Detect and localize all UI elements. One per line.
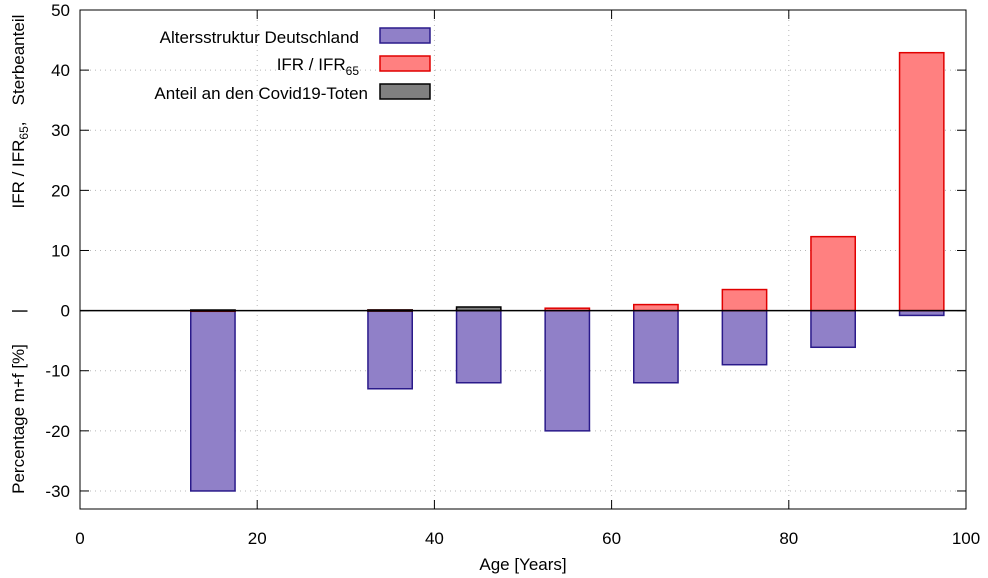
legend: Altersstruktur Deutschland IFR / IFR65 A… [154,27,431,103]
y-axis-label-ifr: IFR / IFR65, [9,121,31,208]
y-tick-label: 40 [51,61,70,80]
y-axis-label-ifr-sub: 65 [17,126,31,140]
x-tick-label: 40 [425,529,444,548]
axis-ticks: -30 -20 -10 0 10 20 30 40 50 0 20 40 60 80 100 [45,1,980,548]
y-tick-label: -20 [45,422,70,441]
y-tick-label: 20 [51,181,70,200]
y-tick-label: 10 [51,241,70,260]
bar-series-1-age-95 [898,51,945,312]
y-tick-label: 50 [51,1,70,20]
x-tick-label: 20 [248,529,267,548]
y-tick-label: 30 [51,121,70,140]
x-axis-label: Age [Years] [479,555,566,574]
bar-series-1-age-85 [810,235,857,312]
legend-label-ifr-main: IFR / IFR [277,55,346,74]
bar-series-1-age-65 [633,303,679,312]
bar-series-0-age-35 [367,309,414,390]
legend-swatch-ifr [379,55,431,72]
legend-label-ifr: IFR / IFR65 [277,55,360,78]
bars [190,51,945,492]
legend-label-ifr-sub: 65 [346,64,360,78]
legend-label-altersstruktur: Altersstruktur Deutschland [160,28,359,47]
bar-series-0-age-15 [190,309,236,492]
y-tick-label: -30 [45,482,70,501]
bar-series-0-age-45 [455,309,502,384]
legend-swatch-altersstruktur [379,27,431,44]
bar-series-0-age-85 [810,309,857,349]
legend-swatch-covid-deaths [379,83,431,100]
y-axis-label-ifr-main: IFR / IFR [9,140,28,209]
y-tick-label: -10 [45,362,70,381]
bar-series-1-age-75 [721,288,768,312]
grid [80,9,966,509]
x-tick-label: 80 [779,529,798,548]
plot-frame [79,9,967,510]
bar-series-0-age-65 [633,309,679,384]
y-axis-label-ifr-comma: , [9,121,28,126]
x-tick-label: 0 [75,529,84,548]
y-axis-label-sterbeanteil: Sterbeanteil [9,15,28,106]
legend-label-covid-deaths: Anteil an den Covid19-Toten [154,84,368,103]
y-tick-label: 0 [61,302,70,321]
x-tick-label: 60 [602,529,621,548]
y-axis-label-separator: | [9,309,28,313]
x-tick-label: 100 [952,529,980,548]
y-axis-label-percentage: Percentage m+f [%] [9,344,28,494]
bar-series-0-age-55 [544,309,591,432]
bar-series-0-age-75 [721,309,768,366]
